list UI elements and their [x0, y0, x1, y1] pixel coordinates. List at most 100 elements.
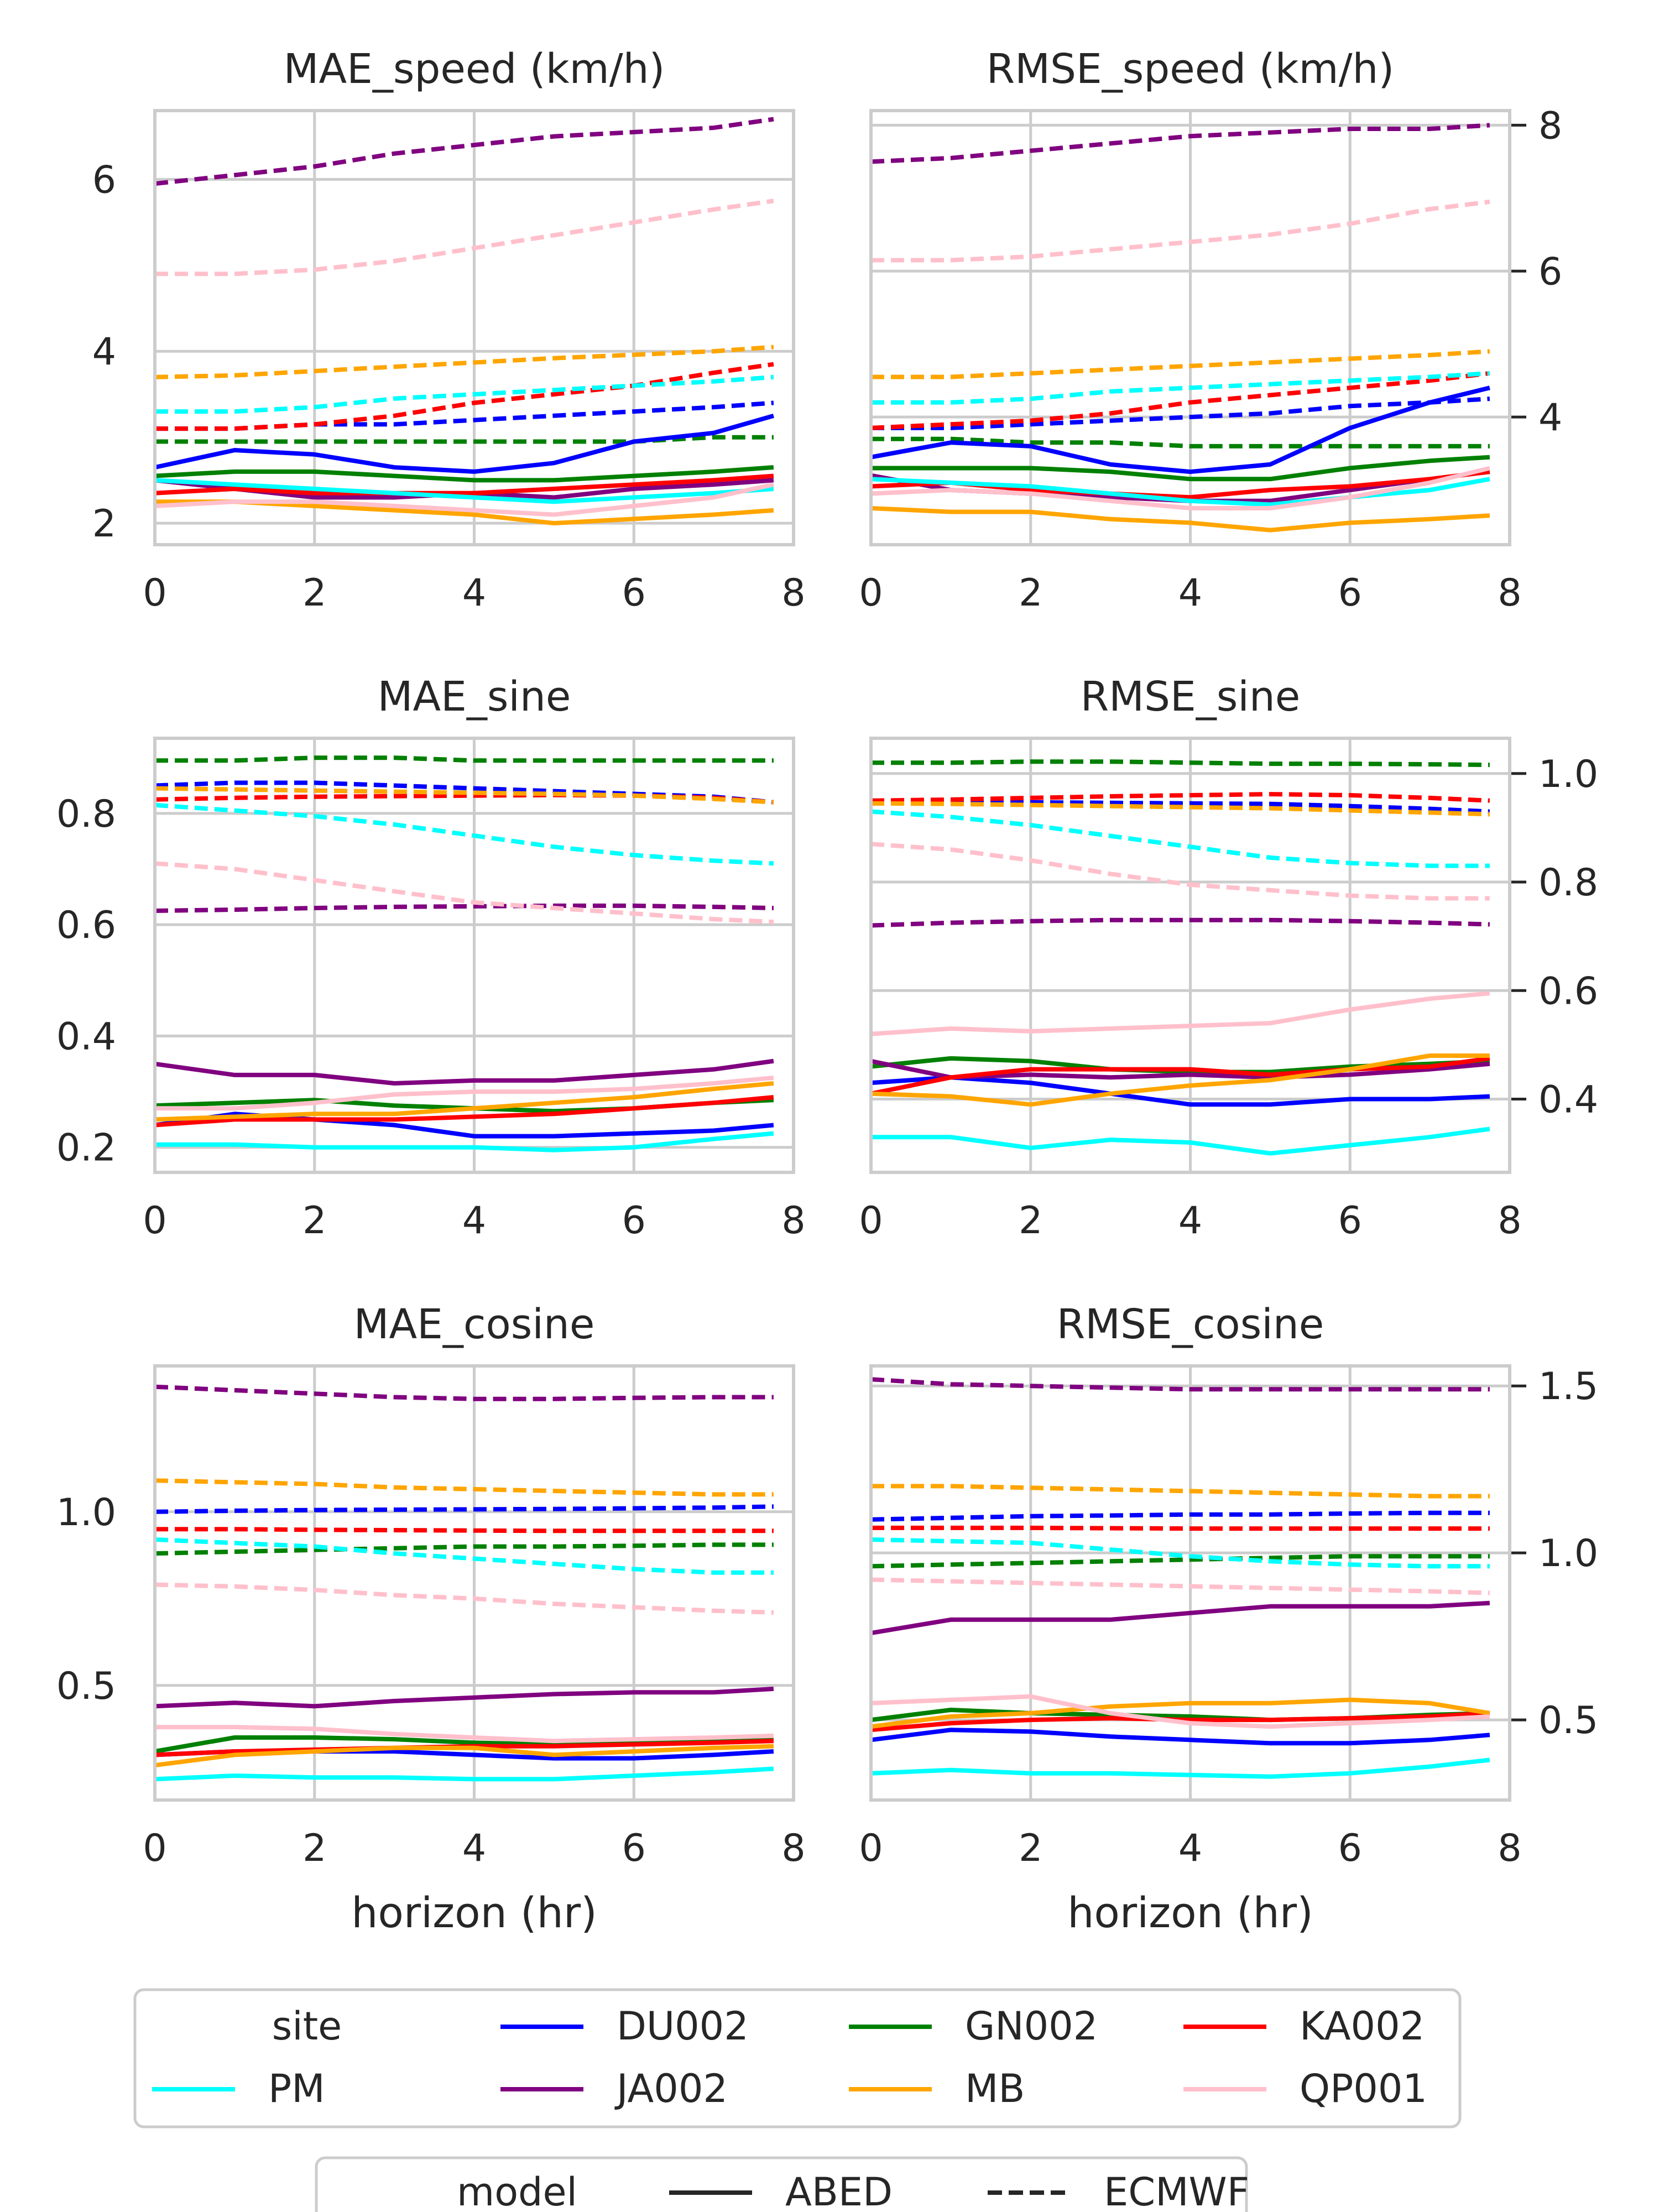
series-line-du002-ecmwf — [155, 400, 774, 431]
axes-frame — [153, 737, 795, 1174]
y-tick-label: 1.5 — [1538, 1365, 1598, 1408]
series-line-du002-abed — [870, 385, 1490, 474]
x-tick-label: 6 — [622, 1827, 646, 1870]
y-tick-label: 0.6 — [56, 904, 116, 947]
series-line-mb-ecmwf — [871, 1484, 1490, 1499]
panel-title: MAE_cosine — [354, 1301, 595, 1348]
series-line-gn002-ecmwf — [871, 759, 1490, 768]
x-tick-label: 4 — [462, 571, 486, 615]
series-line-ja002-ecmwf — [154, 1384, 774, 1401]
x-tick-label: 2 — [1019, 571, 1042, 615]
series-line-qp001-ecmwf — [870, 842, 1490, 901]
legend-label-qp001: QP001 — [1300, 2066, 1427, 2111]
x-tick-label: 8 — [1498, 1827, 1521, 1870]
y-tick-label: 0.8 — [1538, 861, 1598, 905]
x-tick-label: 8 — [781, 1199, 805, 1243]
series-line-mb-abed — [870, 1697, 1490, 1729]
series-line-du002-ecmwf — [154, 1504, 774, 1514]
panel-rmse-sine: 0 2 4 6 8 0.4 0.6 0.8 1.0 RMSE_sine — [859, 673, 1598, 1243]
series-line-pm-ecmwf — [871, 371, 1490, 405]
series-line-ka002-abed — [870, 1711, 1490, 1733]
panel-title: MAE_sine — [378, 673, 571, 721]
series-line-pm-ecmwf — [155, 374, 774, 414]
series-line-mb-ecmwf — [154, 786, 774, 805]
x-tick-label: 2 — [302, 571, 326, 615]
x-tick-label: 6 — [1338, 1199, 1362, 1243]
site-legend-title: site — [272, 2004, 342, 2049]
x-tick-label: 2 — [302, 1827, 326, 1870]
series-line-mb-ecmwf — [871, 349, 1490, 379]
series-line-qp001-abed — [870, 991, 1490, 1036]
x-tick-label: 2 — [1019, 1199, 1042, 1243]
series-line-pm-ecmwf — [870, 809, 1490, 868]
series-line-ka002-ecmwf — [870, 371, 1490, 430]
legend-label-ecmwf: ECMWF — [1104, 2169, 1249, 2212]
x-tick-label: 4 — [462, 1827, 486, 1870]
series-line-mb-abed — [870, 1053, 1490, 1107]
y-tick-label: 0.5 — [56, 1665, 116, 1708]
series-line-gn002-ecmwf — [871, 436, 1490, 448]
x-tick-label: 8 — [1498, 571, 1521, 615]
panel-rmse-speed-km-h: 0 2 4 6 8 4 6 8 RMSE_speed (km/h) — [859, 45, 1562, 615]
y-tick-label: 4 — [92, 330, 116, 374]
y-tick-label: 0.2 — [56, 1126, 116, 1170]
axes-frame — [153, 1364, 795, 1802]
series-line-gn002-ecmwf — [155, 435, 774, 444]
series-line-ja002-ecmwf — [870, 917, 1490, 928]
series-line-ja002-abed — [154, 1058, 774, 1086]
series-line-ka002-ecmwf — [155, 362, 774, 431]
x-tick-label: 0 — [143, 1827, 166, 1870]
series-line-pm-ecmwf — [870, 1537, 1490, 1569]
series-line-qp001-ecmwf — [154, 1582, 774, 1615]
series-line-mb-ecmwf — [870, 801, 1490, 817]
x-axis-label: horizon (hr) — [351, 1888, 597, 1937]
series-line-qp001-ecmwf — [155, 199, 774, 276]
axes-frame — [869, 109, 1511, 546]
legend-label-abed: ABED — [785, 2169, 893, 2212]
y-tick-label: 0.6 — [1538, 969, 1598, 1013]
series-line-gn002-ecmwf — [870, 1554, 1490, 1569]
y-tick-label: 2 — [92, 502, 116, 546]
x-tick-label: 6 — [1338, 571, 1362, 615]
panel-title: RMSE_sine — [1081, 673, 1301, 721]
series-line-mb-ecmwf — [154, 345, 774, 379]
y-tick-label: 1.0 — [1538, 753, 1598, 796]
y-tick-label: 1.0 — [56, 1491, 116, 1535]
series-line-pm-ecmwf — [154, 802, 774, 866]
model-legend: model ABED ECMWF — [315, 2156, 1249, 2212]
series-line-ja002-ecmwf — [154, 117, 774, 186]
legend-label-gn002: GN002 — [965, 2004, 1098, 2049]
y-tick-label: 0.4 — [56, 1015, 116, 1058]
panel-title: MAE_speed (km/h) — [284, 45, 665, 93]
series-line-qp001-abed — [155, 1725, 774, 1744]
series-line-ja002-abed — [154, 1687, 774, 1709]
x-tick-label: 8 — [781, 571, 805, 615]
model-legend-title: model — [457, 2169, 577, 2212]
x-tick-label: 8 — [1498, 1199, 1521, 1243]
axes-frame — [869, 1364, 1511, 1802]
series-line-pm-ecmwf — [154, 1537, 774, 1575]
y-tick-label: 8 — [1538, 104, 1562, 148]
series-line-du002-abed — [870, 1075, 1490, 1107]
series-line-pm-abed — [155, 1131, 774, 1152]
series-line-gn002-ecmwf — [154, 1542, 774, 1556]
series-line-pm-abed — [870, 477, 1490, 507]
model-legend-frame — [315, 2156, 1248, 2212]
axes-frame — [869, 737, 1511, 1174]
x-tick-label: 4 — [462, 1199, 486, 1243]
series-line-gn002-abed — [870, 1056, 1490, 1074]
series-line-qp001-abed — [154, 482, 774, 517]
panel-title: RMSE_cosine — [1057, 1301, 1324, 1348]
legend-label-pm: PM — [268, 2066, 325, 2111]
series-line-pm-abed — [154, 1766, 774, 1782]
y-tick-label: 0.5 — [1538, 1699, 1598, 1743]
series-line-du002-abed — [870, 1728, 1490, 1746]
y-tick-label: 0.8 — [56, 792, 116, 836]
axes-frame — [153, 109, 795, 546]
series-line-qp001-abed — [870, 1694, 1490, 1729]
series-line-qp001-abed — [870, 466, 1490, 510]
x-tick-label: 0 — [859, 571, 883, 615]
